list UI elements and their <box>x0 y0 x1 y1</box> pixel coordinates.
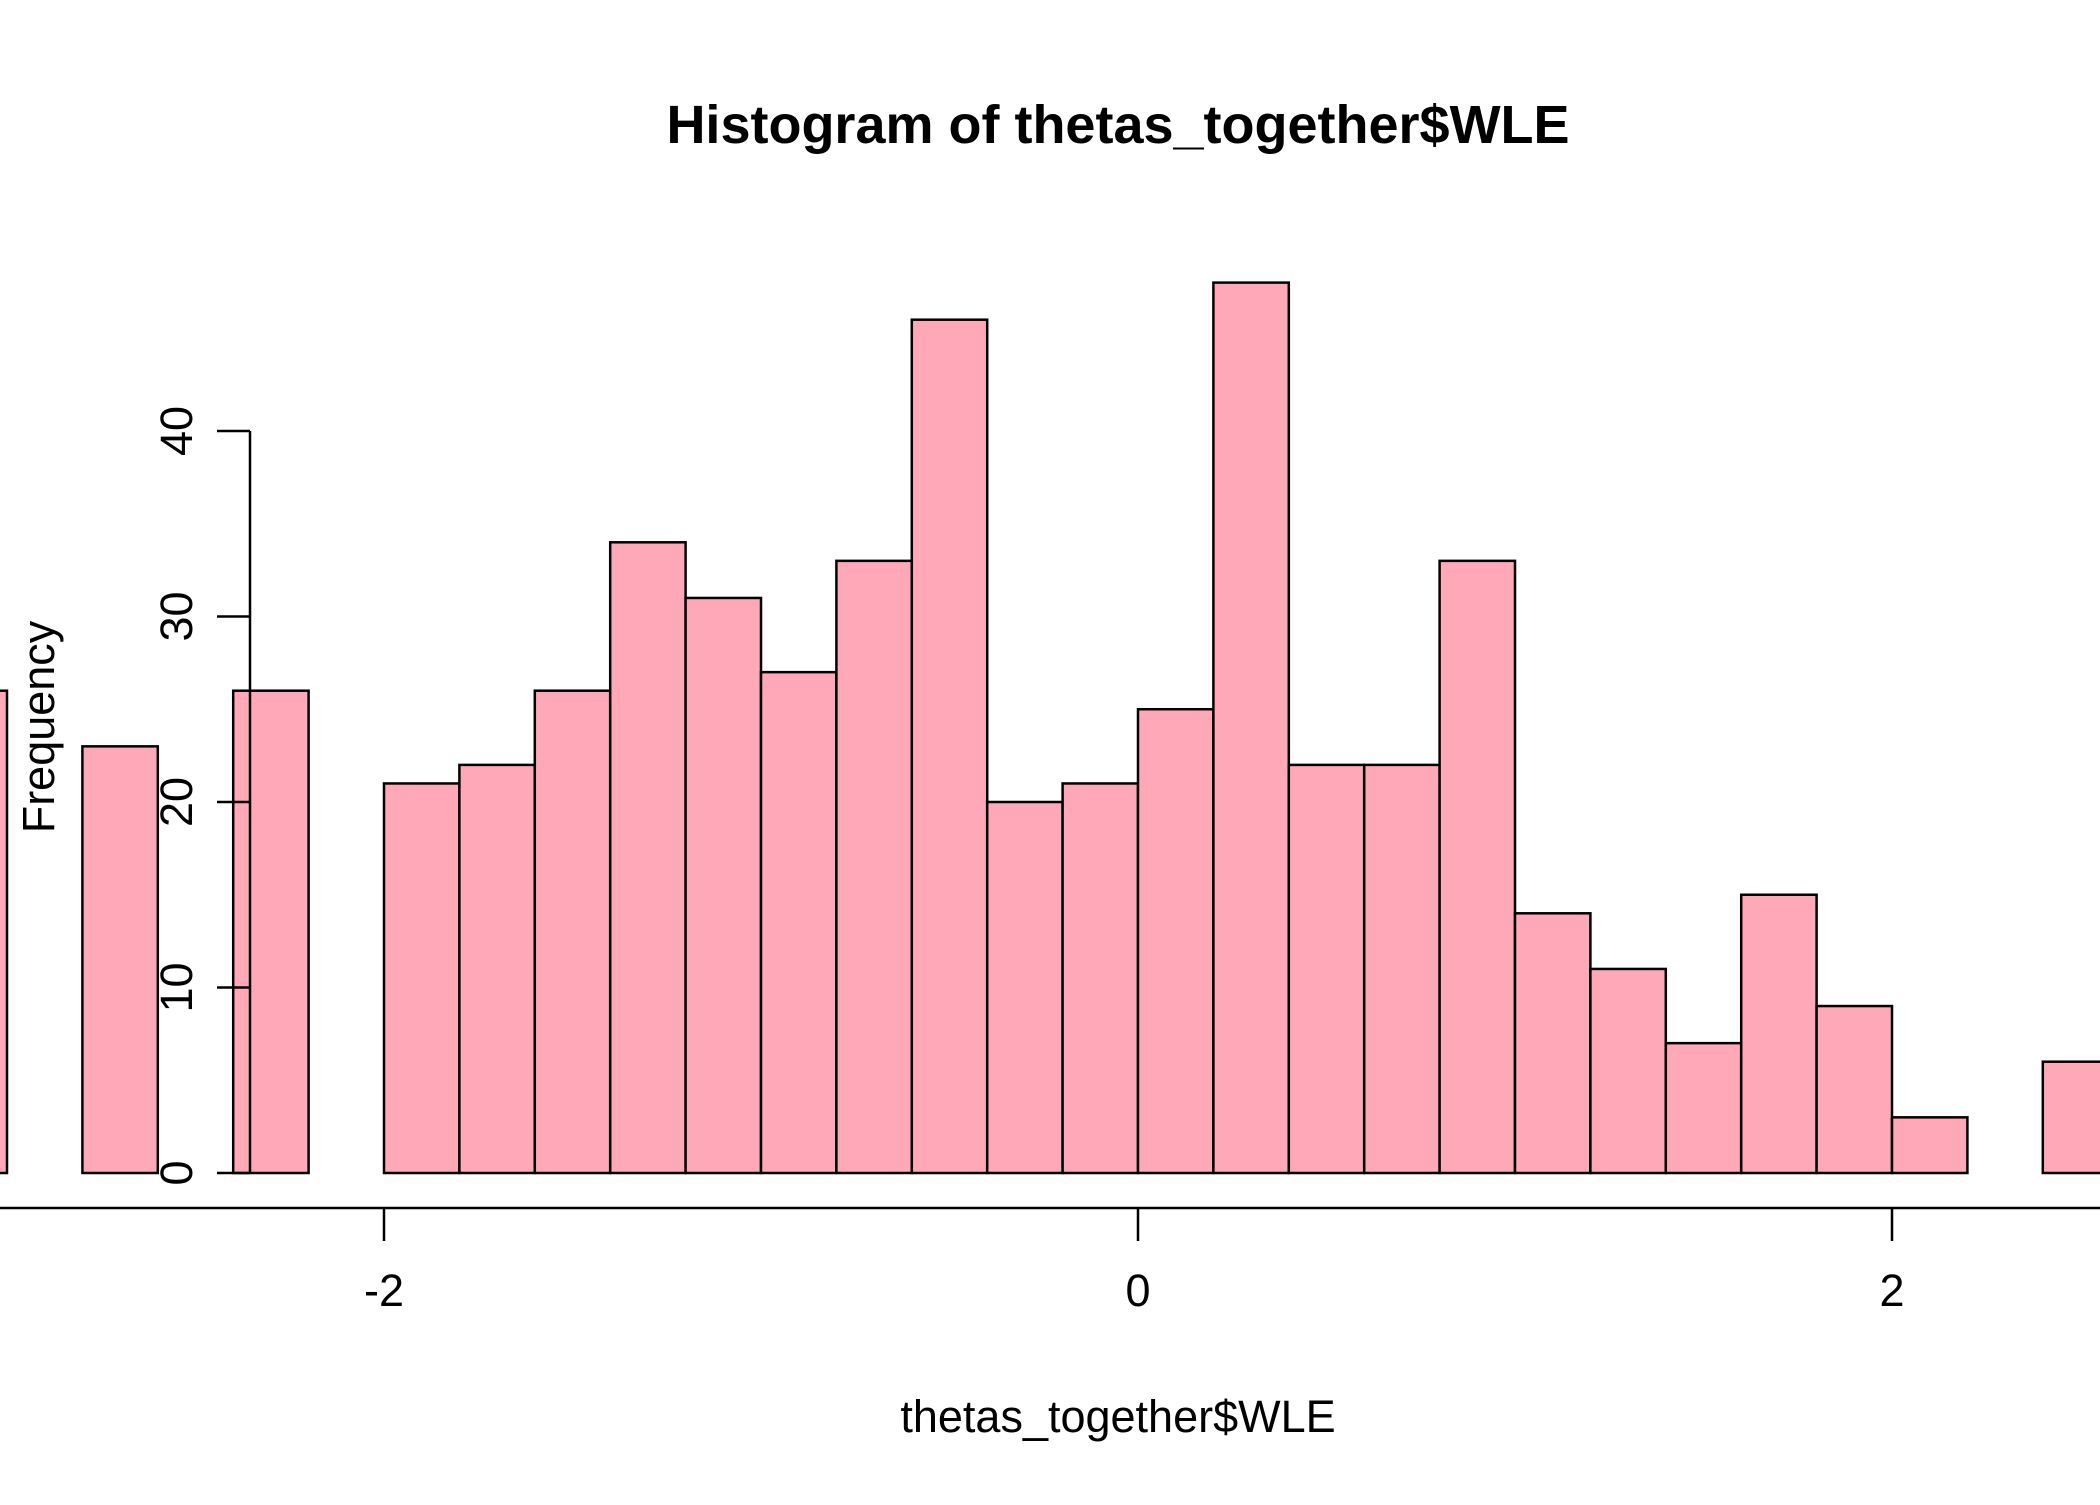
histogram-bar <box>835 559 914 1175</box>
x-axis: -4-2024 <box>0 1206 2100 1316</box>
histogram-bar <box>533 689 612 1175</box>
y-tick-label: 10 <box>151 962 202 1012</box>
chart-title: Histogram of thetas_together$WLE <box>666 95 1569 155</box>
histogram-bar <box>231 689 310 1175</box>
y-axis: 0 10 20 30 40 <box>151 406 252 1186</box>
x-tick-label: 0 <box>1125 1265 1150 1316</box>
x-tick-label: -2 <box>364 1265 404 1316</box>
histogram-bar <box>1589 967 1668 1175</box>
histogram-bar <box>1212 281 1291 1175</box>
histogram-bar <box>458 763 537 1175</box>
y-tick-label: 30 <box>151 591 202 641</box>
histogram-bar <box>1438 559 1517 1175</box>
histogram-bar <box>1287 763 1366 1175</box>
histogram-bar <box>81 745 160 1175</box>
histogram-bar <box>684 596 763 1175</box>
histogram-bar <box>2041 1060 2100 1175</box>
histogram-bar <box>0 689 9 1175</box>
histogram-bar <box>985 800 1064 1175</box>
histogram-bar <box>1739 893 1818 1175</box>
histogram-bar <box>382 782 461 1175</box>
histogram-bar <box>910 318 989 1175</box>
y-tick-label: 40 <box>151 406 202 456</box>
bars-group <box>0 281 2100 1175</box>
histogram-bar <box>1136 708 1215 1175</box>
histogram-bar <box>1362 763 1441 1175</box>
histogram-bar <box>1664 1041 1743 1175</box>
histogram-bar <box>1061 782 1140 1175</box>
histogram-bar <box>1513 912 1592 1175</box>
histogram-bar <box>608 541 687 1175</box>
x-tick-label: 2 <box>1879 1265 1904 1316</box>
x-axis-label: thetas_together$WLE <box>900 1391 1335 1442</box>
histogram-bar <box>759 670 838 1175</box>
y-tick-label: 20 <box>151 777 202 827</box>
histogram-bar <box>1815 1004 1894 1175</box>
y-tick-label: 0 <box>151 1160 202 1185</box>
histogram-bar <box>1890 1116 1969 1175</box>
y-axis-label: Frequency <box>13 620 64 833</box>
